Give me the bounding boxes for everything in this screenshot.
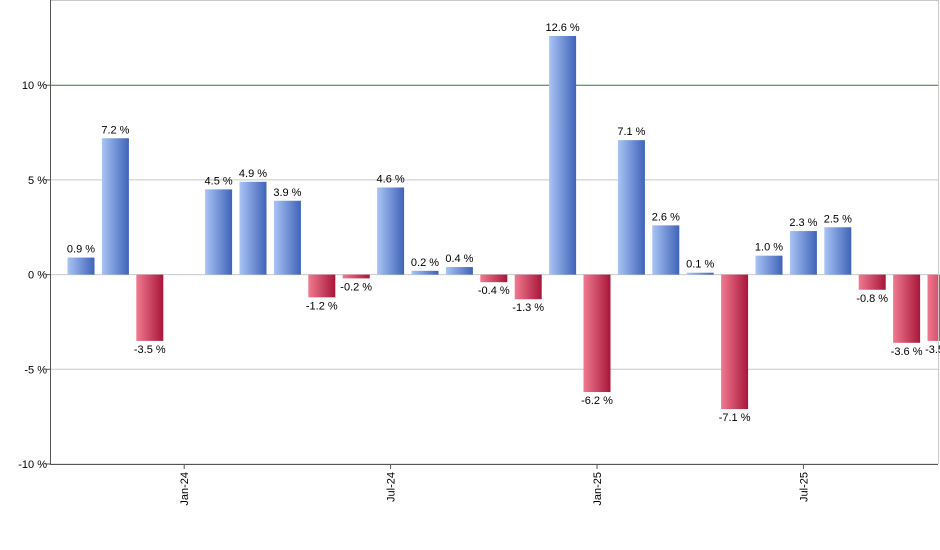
y-tick-label: -10 % — [18, 459, 47, 471]
x-tick-label: Jan-24 — [179, 472, 191, 506]
data-label: 4.5 % — [205, 175, 233, 187]
bar-Dec-24 — [514, 274, 542, 300]
data-label: -0.2 % — [340, 281, 372, 293]
bar-Jan-25 — [549, 35, 577, 275]
x-tick-label: Jul-24 — [386, 472, 398, 502]
data-label: -3.5 % — [925, 344, 940, 356]
bar-May-25 — [686, 272, 714, 275]
data-label: -1.3 % — [512, 302, 544, 314]
bar-Apr-24 — [239, 181, 267, 275]
bar-Oct-25 — [858, 274, 886, 290]
data-label: -3.6 % — [891, 346, 923, 358]
bar-Nov-24 — [480, 274, 508, 283]
bar-Jul-25 — [755, 255, 783, 275]
data-label: 4.9 % — [239, 168, 267, 180]
data-label: -1.2 % — [306, 300, 338, 312]
bar-Nov-25 — [893, 274, 921, 343]
y-tick-label: 5 % — [28, 175, 47, 187]
bar-May-24 — [273, 200, 301, 275]
data-label: 2.6 % — [652, 211, 680, 223]
data-label: -7.1 % — [719, 412, 751, 424]
bar-Dec-23 — [101, 138, 129, 275]
data-label: 2.5 % — [824, 213, 852, 225]
bar-Jan-24 — [136, 274, 164, 341]
labels: 10 % 5 % 0 % -5 % -10 % 0.9 % 7.2 % -3.5 % 4.5 %… — [18, 22, 940, 506]
bar-Aug-25 — [789, 231, 817, 275]
bar-Dec-25 — [927, 274, 940, 341]
y-tick-label: 0 % — [28, 270, 47, 282]
axes — [46, 0, 939, 469]
bar-Mar-25 — [617, 140, 645, 275]
x-tick-label: Jan-25 — [592, 472, 604, 506]
bar-Jul-24 — [342, 274, 370, 279]
data-label: 0.9 % — [67, 244, 95, 256]
data-label: 3.9 % — [273, 187, 301, 199]
data-label: 4.6 % — [377, 173, 405, 185]
bar-Sep-25 — [824, 227, 852, 275]
data-label: -0.8 % — [856, 293, 888, 305]
data-label: 0.1 % — [686, 259, 714, 271]
bar-Jun-24 — [308, 274, 336, 298]
bar-Nov-23 — [67, 257, 95, 275]
x-tick-label: Jul-25 — [798, 472, 810, 502]
data-label: 0.2 % — [411, 257, 439, 269]
bar-Apr-25 — [652, 225, 680, 275]
bar-Oct-24 — [445, 267, 473, 275]
data-label: -6.2 % — [581, 395, 613, 407]
data-label: 1.0 % — [755, 242, 783, 254]
data-label: 12.6 % — [545, 22, 579, 34]
data-label: 2.3 % — [789, 217, 817, 229]
data-label: 7.2 % — [101, 124, 129, 136]
bar-Feb-25 — [583, 274, 611, 393]
y-tick-label: -5 % — [24, 364, 47, 376]
data-label: -0.4 % — [478, 285, 510, 297]
data-label: 0.4 % — [445, 253, 473, 265]
data-label: -3.5 % — [134, 344, 166, 356]
y-tick-label: 10 % — [22, 80, 47, 92]
bar-Jun-25 — [721, 274, 749, 410]
bar-Mar-24 — [205, 189, 233, 275]
data-label: 7.1 % — [617, 126, 645, 138]
bars — [67, 35, 940, 410]
bar-Sep-24 — [411, 270, 439, 275]
bar-Aug-24 — [377, 187, 405, 275]
